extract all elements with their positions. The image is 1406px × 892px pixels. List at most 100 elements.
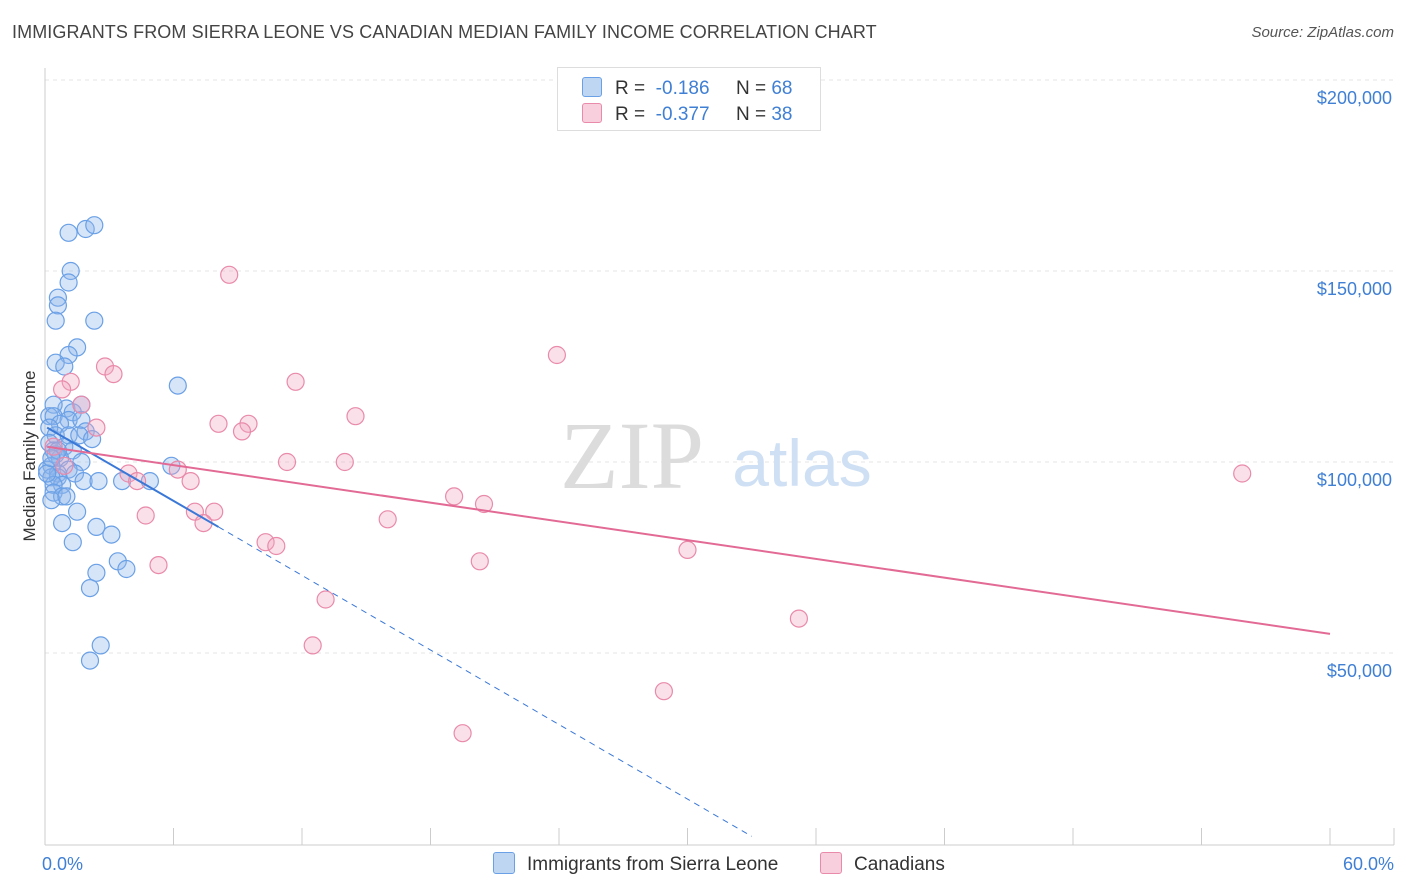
point-canadians [378,510,397,529]
legend-row-canadians: R = -0.377 N = 38 [582,103,792,125]
trend-line-sierra-leone-extrapolated [218,526,753,837]
data-points [37,216,1252,743]
y-tick-labels: $50,000 $100,000 $150,000 $200,000 [1317,88,1392,681]
point-sierra-leone [102,525,121,544]
point-sierra-leone [91,636,110,655]
point-canadians [72,395,91,414]
point-sierra-leone [85,216,104,235]
y-tick-label: $50,000 [1327,661,1392,681]
point-canadians [239,414,258,433]
point-sierra-leone [112,472,132,491]
point-canadians [277,452,297,472]
source-label: Source: ZipAtlas.com [1251,24,1394,41]
point-canadians [303,636,322,655]
point-canadians [181,472,200,491]
point-sierra-leone [37,464,57,483]
legend-r-label: R = [615,104,646,125]
legend-swatch-pink [820,852,842,874]
legend-r-value: -0.377 [655,104,710,125]
point-canadians [149,555,168,575]
point-canadians [286,372,305,391]
point-sierra-leone [80,651,100,670]
legend-n-value: 68 [771,78,793,99]
point-canadians [445,487,464,506]
point-sierra-leone [61,261,80,281]
legend-n-label: N = [735,104,767,125]
legend-item-canadians[interactable]: Canadians [820,852,945,876]
point-canadians [1233,464,1252,483]
point-canadians [453,724,472,743]
point-sierra-leone [67,502,87,521]
legend-swatch-pink [582,103,602,123]
point-canadians [474,494,494,514]
gridlines [45,79,1394,654]
point-sierra-leone [59,410,78,430]
point-canadians [335,452,354,472]
point-sierra-leone [42,491,61,510]
x-tick-label-min: 0.0% [42,854,83,874]
trend-lines [46,426,1331,837]
point-canadians [209,414,228,433]
point-sierra-leone [80,578,100,598]
point-sierra-leone [87,517,106,537]
legend-r-value: -0.186 [655,78,710,99]
series-legend: Immigrants from Sierra Leone Canadians [0,852,1406,878]
point-canadians [547,345,567,365]
point-canadians [104,365,123,384]
x-tick-label-max: 60.0% [1343,854,1394,874]
point-canadians [654,682,674,701]
point-canadians [470,552,489,571]
point-sierra-leone [57,487,76,506]
point-canadians [205,502,224,521]
y-tick-label: $150,000 [1317,279,1392,299]
point-sierra-leone [87,563,106,582]
point-canadians [136,506,155,525]
point-canadians [789,609,809,628]
point-sierra-leone [46,311,65,330]
legend-label: Immigrants from Sierra Leone [527,854,779,875]
y-axis-label: Median Family Income [20,370,39,541]
legend-item-sierra-leone[interactable]: Immigrants from Sierra Leone [493,852,778,876]
point-sierra-leone [44,407,63,426]
point-sierra-leone [59,223,78,242]
point-sierra-leone [76,219,95,239]
trend-line-sierra-leone [46,426,219,528]
point-canadians [256,533,275,552]
point-sierra-leone [46,353,65,372]
point-canadians [678,540,697,560]
axes [44,68,1395,846]
trend-line-canadians [46,445,1331,635]
point-sierra-leone [89,472,108,491]
point-sierra-leone [55,357,74,376]
watermark-zip: ZIP [560,402,704,509]
watermark-atlas: atlas [732,426,871,500]
chart-title: IMMIGRANTS FROM SIERRA LEONE VS CANADIAN… [12,22,877,42]
point-canadians [316,590,335,609]
legend-n-value: 38 [771,104,793,125]
point-sierra-leone [52,487,72,506]
point-sierra-leone [59,273,78,292]
point-sierra-leone [117,559,136,579]
legend-label: Canadians [854,854,945,875]
legend-swatch-blue [582,77,602,97]
legend-swatch-blue [493,852,515,874]
point-sierra-leone [48,288,68,307]
point-sierra-leone [63,533,82,552]
point-sierra-leone [52,513,72,533]
legend-n-label: N = [735,78,767,99]
point-sierra-leone [168,376,187,395]
point-canadians [55,456,74,475]
point-canadians [128,472,147,491]
point-sierra-leone [82,430,102,449]
point-sierra-leone [85,311,104,330]
point-sierra-leone [74,472,93,491]
y-tick-label: $200,000 [1317,88,1392,108]
watermark: ZIP atlas [560,402,872,509]
point-sierra-leone [72,410,91,430]
legend-r-label: R = [615,78,646,99]
point-canadians [87,418,106,437]
point-canadians [52,380,72,399]
point-canadians [267,536,286,556]
y-tick-label: $100,000 [1317,470,1392,490]
